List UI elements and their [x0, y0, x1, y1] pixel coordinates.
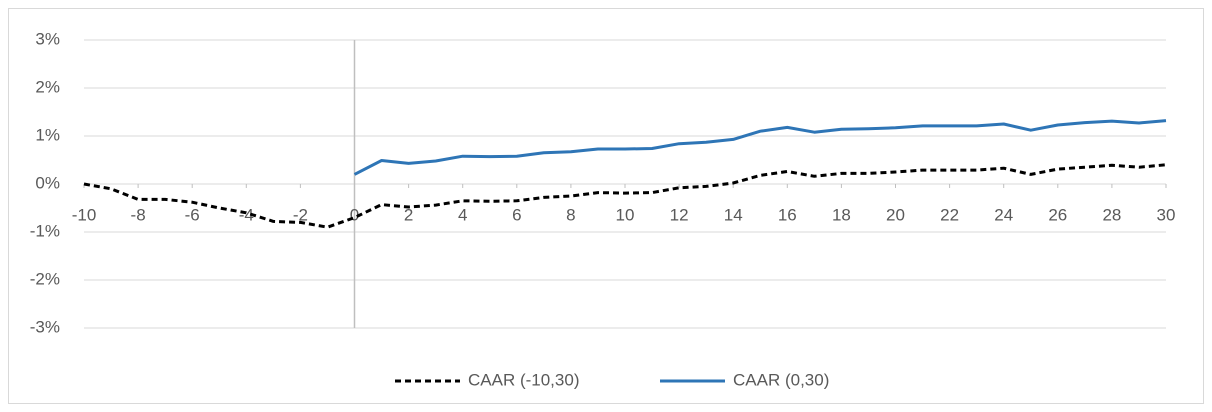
- series-line: [83, 163, 1167, 229]
- x-tick-label: 0: [350, 205, 359, 224]
- x-tick-label: 24: [994, 205, 1013, 224]
- x-tick-label: -10: [72, 205, 97, 224]
- x-tick-label: 28: [1102, 205, 1121, 224]
- x-tick-label: 14: [724, 205, 743, 224]
- y-tick-label: -1%: [30, 221, 60, 240]
- legend-label: CAAR (-10,30): [468, 370, 579, 389]
- y-tick-label: -3%: [30, 317, 60, 336]
- x-tick-label: 26: [1048, 205, 1067, 224]
- y-tick-label: 0%: [35, 173, 60, 192]
- chart-border: [8, 8, 1204, 404]
- y-tick-label: -2%: [30, 269, 60, 288]
- x-tick-label: 10: [616, 205, 635, 224]
- x-tick-label: -6: [185, 205, 200, 224]
- x-tick-label: -8: [131, 205, 146, 224]
- x-tick-label: 16: [778, 205, 797, 224]
- x-tick-label: 22: [940, 205, 959, 224]
- x-tick-label: 4: [458, 205, 467, 224]
- series-line: [353, 119, 1167, 176]
- y-tick-label: 1%: [35, 125, 60, 144]
- y-tick-label: 2%: [35, 77, 60, 96]
- x-tick-label: 8: [566, 205, 575, 224]
- legend-label: CAAR (0,30): [733, 370, 829, 389]
- x-tick-label: 18: [832, 205, 851, 224]
- x-tick-label: 20: [886, 205, 905, 224]
- x-tick-label: 30: [1157, 205, 1176, 224]
- x-tick-label: 2: [404, 205, 413, 224]
- x-tick-label: 6: [512, 205, 521, 224]
- y-tick-label: 3%: [35, 29, 60, 48]
- x-tick-label: -4: [239, 205, 254, 224]
- x-tick-label: 12: [670, 205, 689, 224]
- x-tick-label: -2: [293, 205, 308, 224]
